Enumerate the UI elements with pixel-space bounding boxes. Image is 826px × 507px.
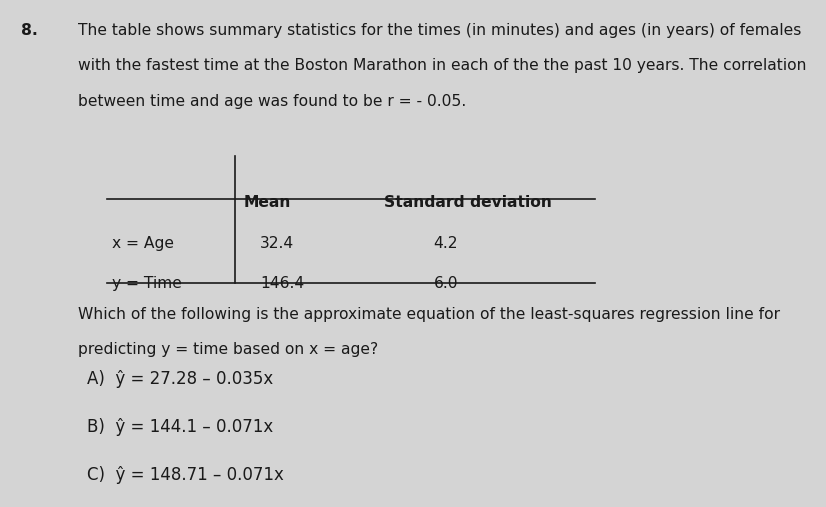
Text: 8.: 8. [21, 23, 37, 38]
Text: Which of the following is the approximate equation of the least-squares regressi: Which of the following is the approximat… [78, 307, 781, 322]
Text: 32.4: 32.4 [260, 236, 294, 251]
Text: 146.4: 146.4 [260, 276, 305, 292]
Text: The table shows summary statistics for the times (in minutes) and ages (in years: The table shows summary statistics for t… [78, 23, 802, 38]
Text: A)  ŷ = 27.28 – 0.035x: A) ŷ = 27.28 – 0.035x [87, 370, 273, 388]
Text: B)  ŷ = 144.1 – 0.071x: B) ŷ = 144.1 – 0.071x [87, 418, 273, 437]
Text: 4.2: 4.2 [434, 236, 458, 251]
Text: C)  ŷ = 148.71 – 0.071x: C) ŷ = 148.71 – 0.071x [87, 466, 283, 485]
Text: predicting y = time based on x = age?: predicting y = time based on x = age? [78, 342, 378, 357]
Text: Mean: Mean [244, 195, 291, 210]
Text: between time and age was found to be r = - 0.05.: between time and age was found to be r =… [78, 94, 467, 109]
Text: Standard deviation: Standard deviation [384, 195, 552, 210]
Text: y = Time: y = Time [112, 276, 182, 292]
Text: 6.0: 6.0 [434, 276, 458, 292]
Text: x = Age: x = Age [112, 236, 173, 251]
Text: with the fastest time at the Boston Marathon in each of the the past 10 years. T: with the fastest time at the Boston Mara… [78, 58, 807, 74]
